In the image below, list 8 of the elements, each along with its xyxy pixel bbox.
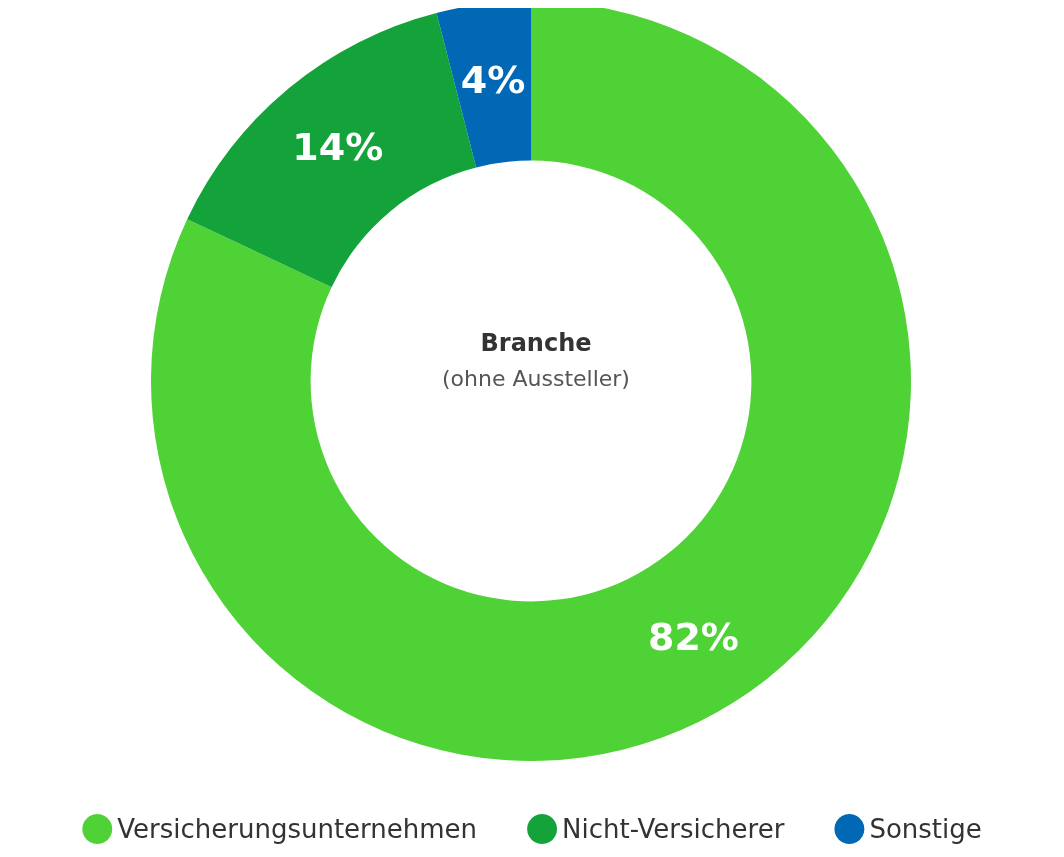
- legend-label: Versicherungsunternehmen: [117, 814, 478, 844]
- data-label: 82%: [647, 615, 739, 659]
- data-label: 4%: [460, 58, 526, 103]
- legend-label: Nicht-Versicherer: [562, 814, 785, 844]
- legend-label: Sonstige: [869, 814, 982, 844]
- text: (ohne Aussteller): [442, 365, 630, 391]
- text: Branche: [480, 329, 592, 357]
- data-label: 14%: [292, 125, 384, 170]
